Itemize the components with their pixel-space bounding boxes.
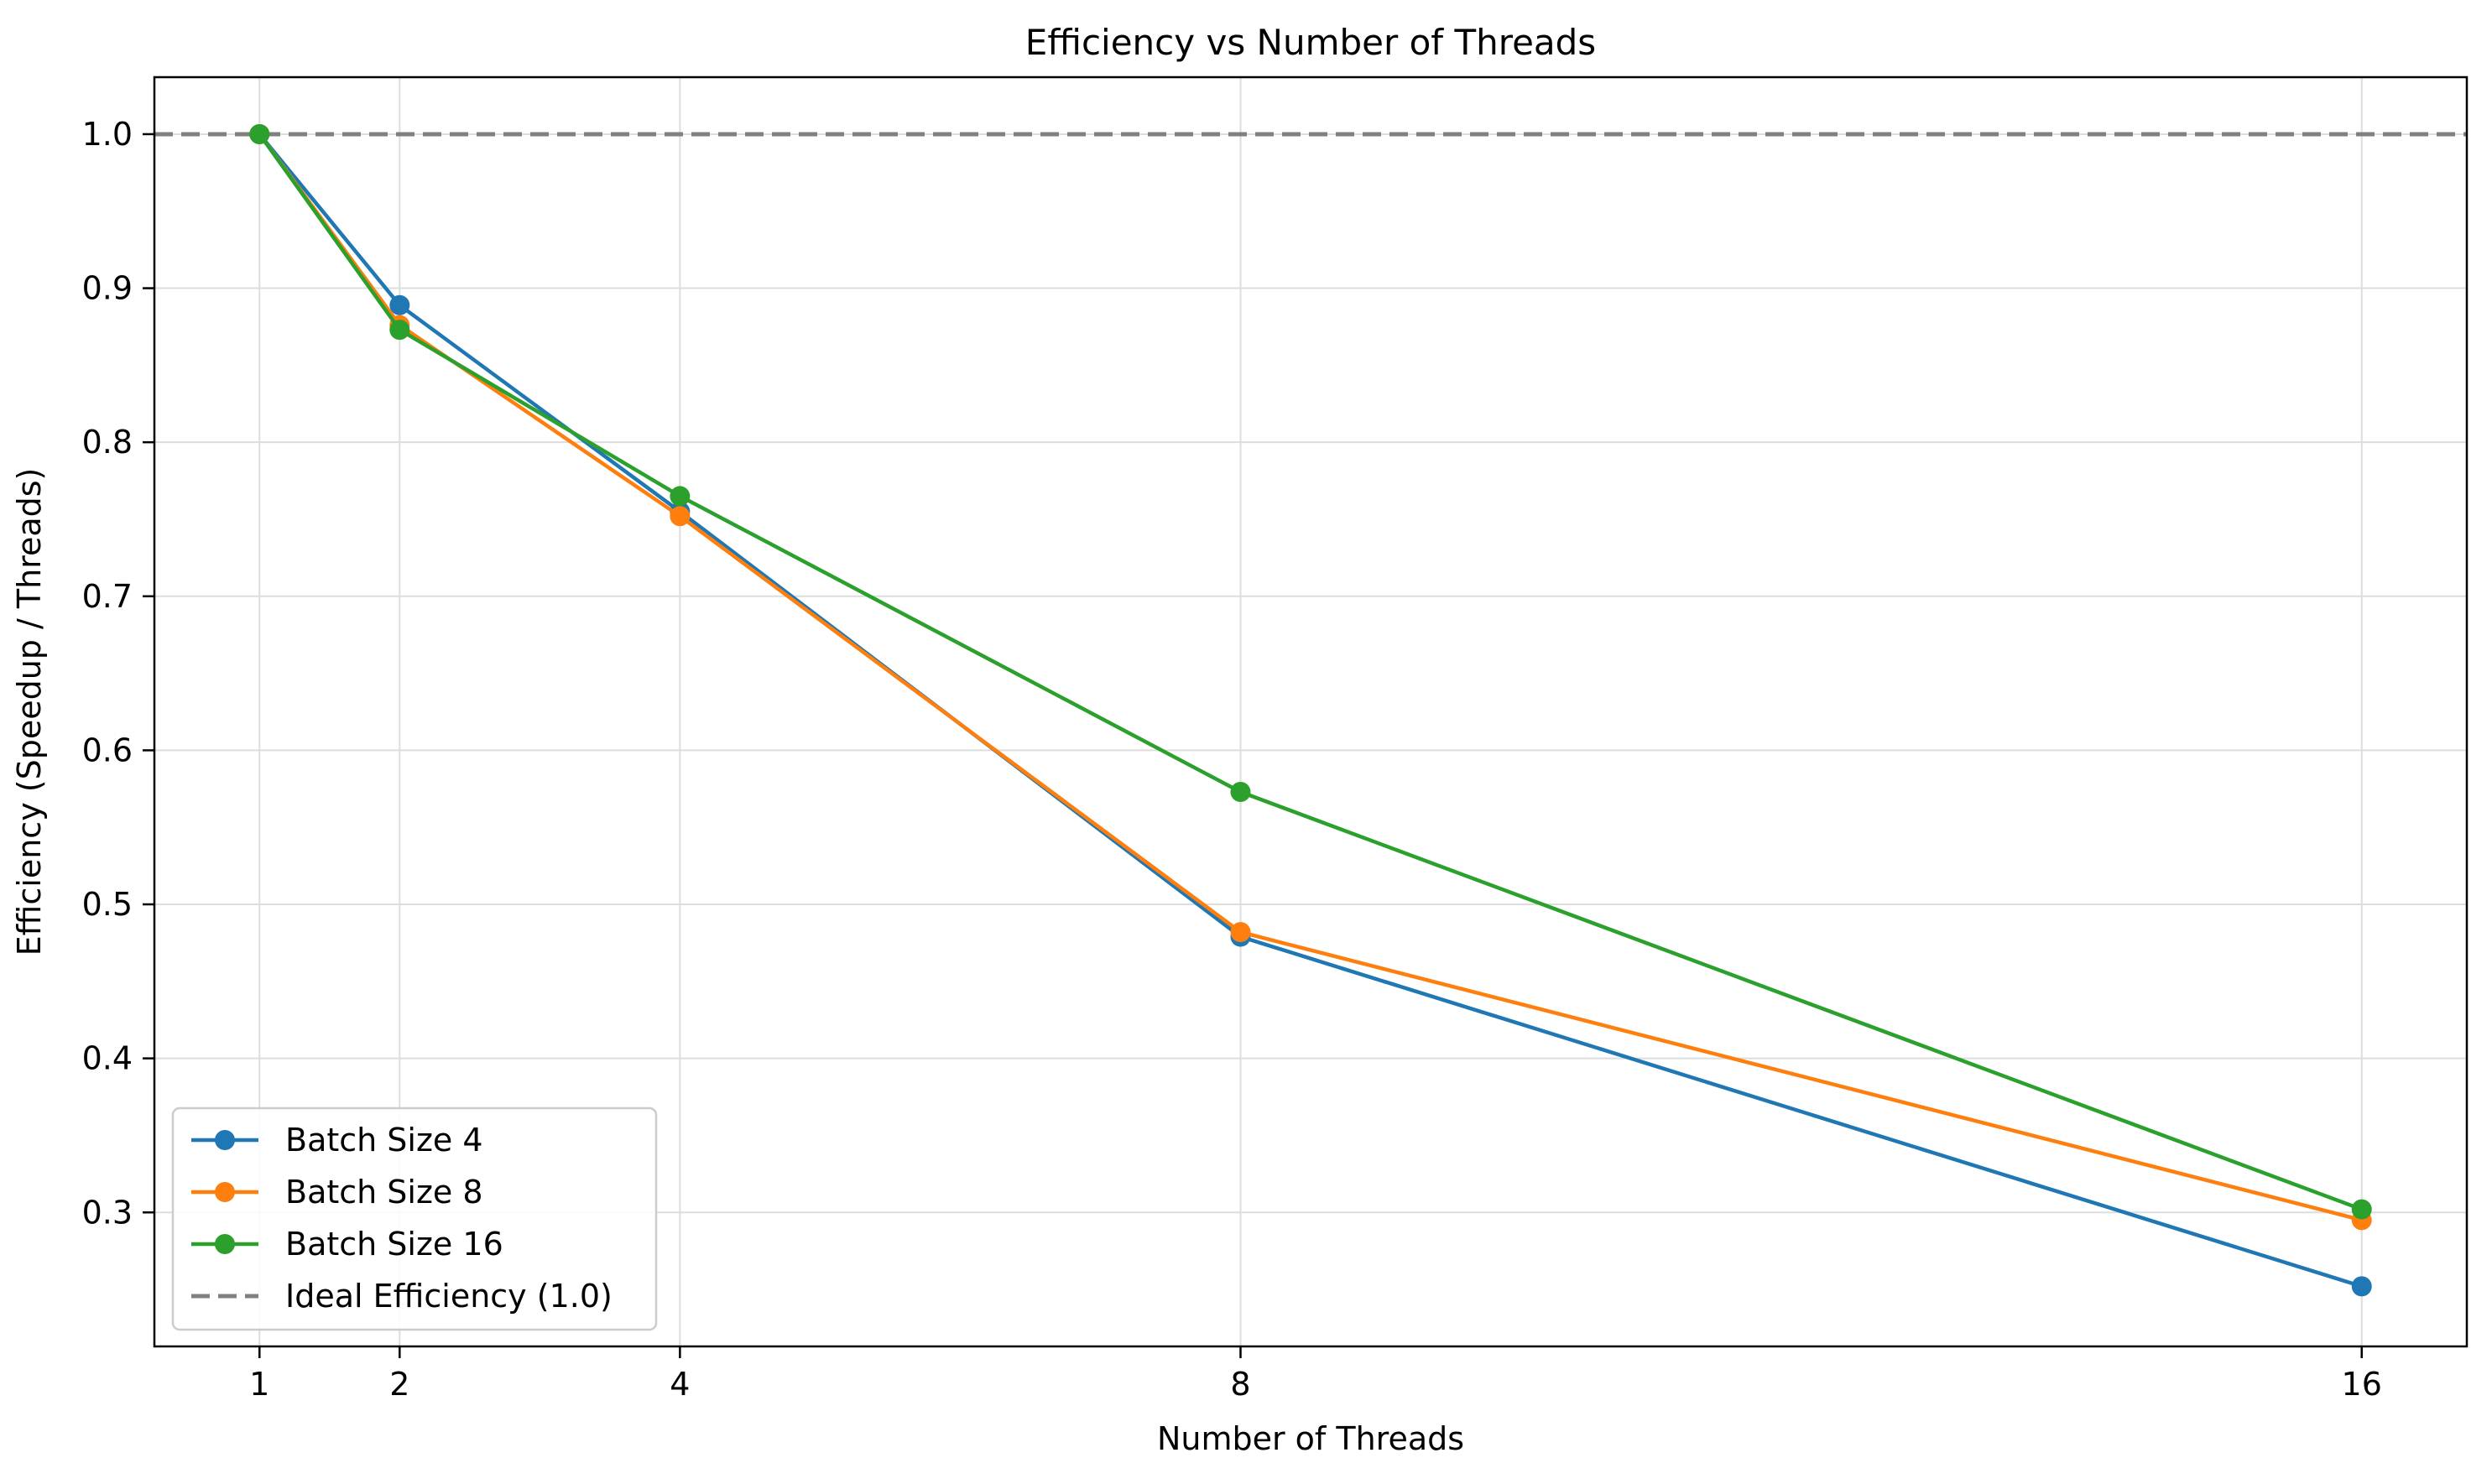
- legend-label: Batch Size 8: [285, 1174, 483, 1211]
- y-tick-label: 0.4: [82, 1040, 133, 1077]
- legend-label: Batch Size 16: [285, 1226, 503, 1263]
- data-point: [389, 320, 410, 341]
- x-tick-label: 4: [670, 1366, 690, 1403]
- chart-title: Efficiency vs Number of Threads: [1025, 22, 1596, 63]
- data-point: [2351, 1199, 2372, 1220]
- y-tick-label: 0.9: [82, 270, 133, 307]
- y-tick-label: 0.5: [82, 886, 133, 923]
- legend-label: Ideal Efficiency (1.0): [285, 1278, 613, 1315]
- legend-marker: [215, 1234, 235, 1254]
- y-axis-label: Efficiency (Speedup / Threads): [11, 468, 48, 956]
- series-lines: [249, 123, 2372, 1297]
- grid: [154, 77, 2467, 1346]
- x-tick-label: 2: [389, 1366, 409, 1403]
- data-point: [1230, 922, 1251, 943]
- plot-frame: [153, 76, 2469, 1348]
- x-tick-label: 1: [249, 1366, 269, 1403]
- data-point: [670, 506, 691, 527]
- legend-box: [171, 1106, 658, 1331]
- legend: Batch Size 4 Batch Size 8 Batch Size 16 Ide…: [171, 1106, 658, 1331]
- legend-marker: [215, 1182, 235, 1202]
- legend-marker: [215, 1130, 235, 1150]
- axis-ticks: 1 2 4 8 16 0.3 0.4 0.5 0.6 0.7 0.8 0.9 1.0: [82, 116, 2382, 1403]
- y-tick-label: 0.7: [82, 578, 133, 615]
- data-point: [249, 123, 270, 144]
- y-tick-label: 0.8: [82, 424, 133, 461]
- data-point: [1230, 781, 1251, 802]
- x-tick-label: 16: [2342, 1366, 2382, 1403]
- y-tick-label: 1.0: [82, 116, 133, 153]
- legend-label: Batch Size 4: [285, 1122, 483, 1159]
- data-point: [389, 294, 410, 315]
- data-point: [2351, 1276, 2372, 1297]
- data-point: [670, 486, 691, 507]
- x-tick-label: 8: [1230, 1366, 1250, 1403]
- x-axis-label: Number of Threads: [1157, 1420, 1464, 1457]
- y-tick-label: 0.3: [82, 1194, 133, 1231]
- y-tick-label: 0.6: [82, 732, 133, 768]
